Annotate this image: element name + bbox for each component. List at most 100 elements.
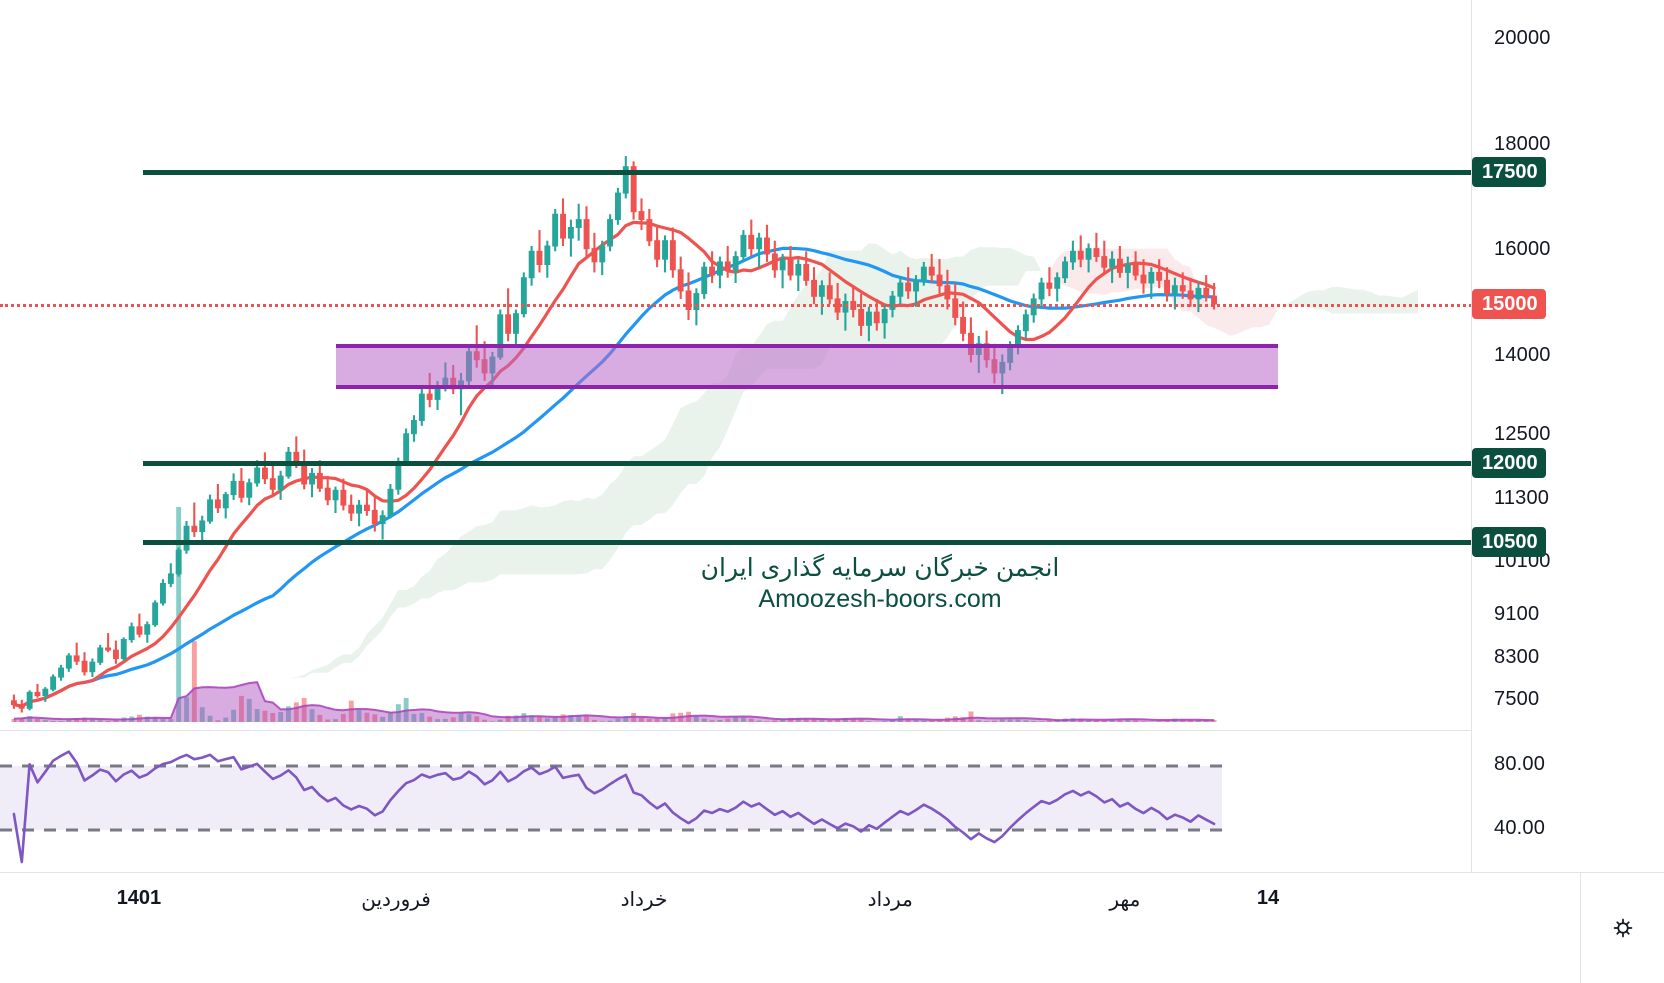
candle-body[interactable]: [1171, 285, 1178, 295]
candle-body[interactable]: [646, 219, 653, 242]
candle-body[interactable]: [183, 525, 190, 551]
candle-body[interactable]: [536, 250, 543, 266]
candle-body[interactable]: [136, 626, 143, 635]
candle-body[interactable]: [238, 480, 245, 498]
candle-body[interactable]: [1156, 271, 1163, 281]
candle-body[interactable]: [520, 277, 527, 315]
candle-body[interactable]: [826, 285, 833, 300]
candle-body[interactable]: [858, 309, 865, 326]
candle-body[interactable]: [11, 700, 17, 705]
candle-body[interactable]: [905, 282, 912, 292]
candle-body[interactable]: [1085, 248, 1092, 260]
candle-body[interactable]: [167, 573, 174, 584]
price-scale[interactable]: 20000 18000 16000 14000 12500 11300 10100 9100 8…: [1472, 0, 1664, 872]
candle-body[interactable]: [873, 311, 880, 324]
candle-body[interactable]: [371, 509, 378, 525]
price-label-10500[interactable]: 10500: [1472, 527, 1546, 558]
candle-body[interactable]: [1211, 295, 1217, 305]
candle-body[interactable]: [513, 313, 519, 334]
candle-body[interactable]: [1093, 248, 1100, 258]
candle-body[interactable]: [230, 480, 237, 496]
candle-body[interactable]: [89, 661, 96, 673]
candle-body[interactable]: [332, 489, 339, 501]
candle-body[interactable]: [175, 549, 182, 575]
candle-body[interactable]: [1022, 314, 1029, 332]
candle-body[interactable]: [913, 279, 919, 292]
price-label-12000[interactable]: 12000: [1472, 447, 1546, 478]
candle-body[interactable]: [654, 240, 661, 260]
candle-body[interactable]: [724, 261, 731, 271]
level-line-12000[interactable]: [143, 460, 1472, 466]
candle-body[interactable]: [1140, 274, 1147, 284]
candle-body[interactable]: [787, 258, 794, 276]
candle-body[interactable]: [685, 290, 692, 310]
candle-body[interactable]: [160, 582, 166, 604]
candle-body[interactable]: [889, 295, 896, 310]
candle-body[interactable]: [42, 688, 49, 697]
candle-body[interactable]: [552, 213, 559, 247]
candle-body[interactable]: [144, 624, 151, 635]
candle-body[interactable]: [1109, 258, 1116, 268]
candle-body[interactable]: [575, 219, 582, 229]
rsi-pane[interactable]: [0, 732, 1472, 872]
candle-body[interactable]: [952, 298, 959, 318]
candle-body[interactable]: [622, 166, 629, 194]
level-line-10500[interactable]: [143, 540, 1472, 546]
candle-body[interactable]: [222, 494, 229, 509]
candle-body[interactable]: [301, 462, 308, 485]
candle-body[interactable]: [717, 261, 723, 276]
candle-body[interactable]: [105, 647, 111, 651]
price-pane[interactable]: [0, 0, 1472, 730]
candle-body[interactable]: [34, 691, 41, 697]
candle-body[interactable]: [599, 245, 606, 263]
candle-body[interactable]: [936, 274, 943, 287]
candle-body[interactable]: [1070, 250, 1076, 263]
candle-body[interactable]: [764, 237, 770, 255]
candle-body[interactable]: [316, 472, 323, 489]
candle-body[interactable]: [199, 520, 206, 533]
candle-body[interactable]: [50, 676, 57, 690]
level-line-17500[interactable]: [143, 169, 1472, 175]
candle-body[interactable]: [73, 655, 80, 662]
candle-body[interactable]: [560, 213, 566, 239]
candle-body[interactable]: [748, 234, 755, 250]
candle-body[interactable]: [97, 647, 104, 663]
candle-body[interactable]: [505, 314, 512, 334]
candle-body[interactable]: [340, 489, 347, 506]
candle-body[interactable]: [866, 311, 872, 326]
candle-body[interactable]: [669, 240, 676, 271]
rsi-chart-canvas[interactable]: [0, 732, 1472, 872]
candle-body[interactable]: [740, 234, 747, 258]
candle-body[interactable]: [364, 504, 370, 512]
candle-body[interactable]: [152, 602, 159, 626]
price-chart-canvas[interactable]: [0, 0, 1472, 730]
candle-body[interactable]: [544, 245, 551, 265]
candle-body[interactable]: [803, 264, 810, 281]
candle-body[interactable]: [191, 525, 198, 533]
candle-body[interactable]: [1164, 279, 1170, 295]
candle-body[interactable]: [254, 467, 261, 484]
price-label-17500[interactable]: 17500: [1472, 156, 1546, 187]
candle-body[interactable]: [607, 219, 613, 247]
candle-body[interactable]: [897, 282, 904, 297]
time-scale[interactable]: 1401 فروردین خرداد مرداد مهر 14: [0, 873, 1580, 983]
candle-body[interactable]: [113, 649, 119, 660]
candle-body[interactable]: [811, 279, 817, 297]
candle-body[interactable]: [411, 420, 417, 435]
candle-body[interactable]: [1124, 264, 1131, 273]
candle-body[interactable]: [638, 211, 645, 221]
candle-body[interactable]: [1187, 290, 1194, 300]
candle-body[interactable]: [277, 475, 284, 490]
candle-body[interactable]: [18, 704, 25, 709]
candle-body[interactable]: [58, 667, 64, 678]
candle-body[interactable]: [26, 691, 33, 709]
candle-body[interactable]: [1101, 256, 1108, 268]
candle-body[interactable]: [567, 227, 574, 239]
candle-body[interactable]: [920, 266, 927, 281]
candle-body[interactable]: [1117, 258, 1123, 273]
candle-body[interactable]: [795, 264, 802, 276]
candle-body[interactable]: [771, 253, 778, 271]
candle-body[interactable]: [1038, 282, 1045, 300]
candle-body[interactable]: [1179, 285, 1186, 292]
candle-body[interactable]: [356, 504, 363, 514]
